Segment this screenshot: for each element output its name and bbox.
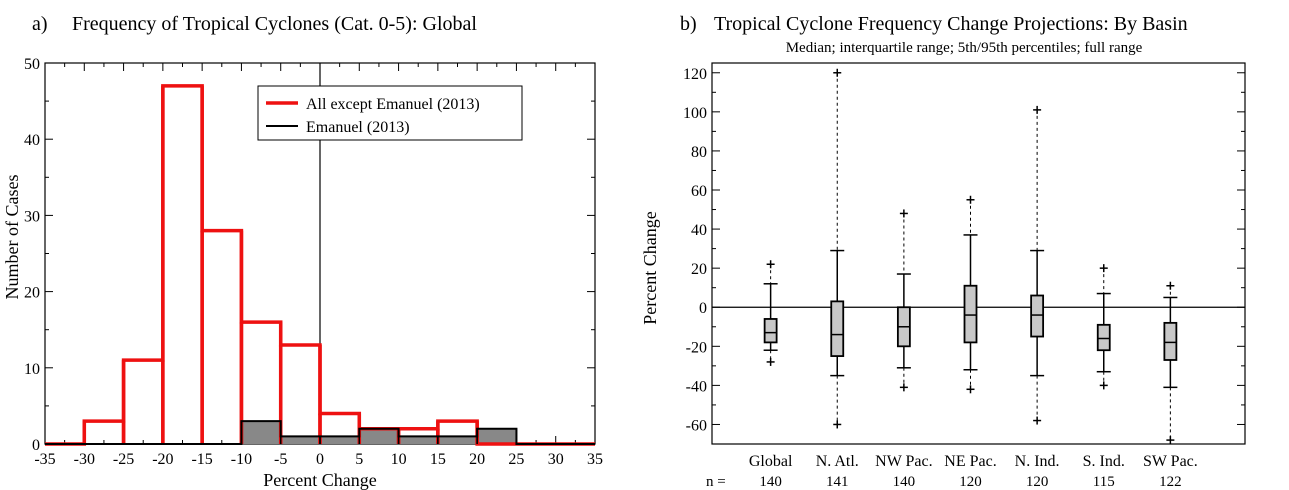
y-tick-label: 20 bbox=[691, 261, 707, 278]
x-tick-label: -35 bbox=[34, 451, 55, 468]
panel-a-xlabel: Percent Change bbox=[263, 470, 376, 490]
iqr-box bbox=[963, 284, 978, 344]
emanuel-bar bbox=[437, 436, 478, 444]
n-value: 141 bbox=[826, 474, 849, 490]
panel-b-title: Tropical Cyclone Frequency Change Projec… bbox=[714, 13, 1188, 35]
x-tick-label: -30 bbox=[74, 451, 95, 468]
y-tick-label: 0 bbox=[32, 437, 40, 454]
x-tick-label: 20 bbox=[469, 451, 485, 468]
category-label: SW Pac. bbox=[1143, 453, 1198, 470]
x-tick-label: -10 bbox=[231, 451, 252, 468]
panel-b-plot: -60 -40 -20 0 20 40 60 80 100 120 Global 140 N. Atl.… bbox=[683, 62, 1246, 490]
emanuel-bar bbox=[477, 428, 517, 444]
y-tick-label: 0 bbox=[699, 300, 707, 317]
panel-a-ylabel: Number of Cases bbox=[2, 175, 22, 300]
panel-b-ylabel: Percent Change bbox=[640, 211, 660, 324]
y-tick-label: 120 bbox=[683, 66, 707, 83]
iqr-box bbox=[1030, 294, 1045, 338]
x-tick-label: -15 bbox=[191, 451, 212, 468]
iqr-box bbox=[1096, 323, 1111, 352]
y-tick-label: -20 bbox=[686, 339, 707, 356]
n-value: 120 bbox=[959, 474, 982, 490]
iqr-box bbox=[830, 300, 845, 357]
x-tick-label: 5 bbox=[355, 451, 363, 468]
x-tick-label: 15 bbox=[430, 451, 446, 468]
panel-a-label: a) bbox=[32, 13, 48, 35]
n-value: 140 bbox=[759, 474, 782, 490]
emanuel-bar bbox=[398, 436, 438, 444]
x-tick-label: 10 bbox=[391, 451, 407, 468]
legend-label: All except Emanuel (2013) bbox=[306, 96, 480, 113]
x-tick-label: 30 bbox=[548, 451, 564, 468]
x-tick-label: 35 bbox=[587, 451, 603, 468]
category-label: N. Atl. bbox=[816, 453, 859, 470]
y-tick-label: 10 bbox=[24, 361, 40, 378]
category-label: S. Ind. bbox=[1083, 453, 1125, 470]
panel-a-plot: -35 -30 -25 -20 -15 -10 -5 0 5 10 15 20 25 30 35 0 10 20 3… bbox=[24, 56, 603, 468]
panel-a-title: Frequency of Tropical Cyclones (Cat. 0-5… bbox=[72, 13, 477, 35]
y-tick-label: 40 bbox=[691, 222, 707, 239]
emanuel-bar bbox=[280, 436, 320, 444]
n-value: 115 bbox=[1093, 474, 1115, 490]
category-label: NE Pac. bbox=[944, 453, 996, 470]
legend-box bbox=[257, 85, 523, 141]
y-tick-label: 80 bbox=[691, 144, 707, 161]
x-tick-label: 0 bbox=[316, 451, 324, 468]
category-label: NW Pac. bbox=[875, 453, 932, 470]
y-tick-label: -40 bbox=[686, 378, 707, 395]
y-tick-label: 100 bbox=[683, 105, 707, 122]
emanuel-bar bbox=[241, 421, 281, 444]
iqr-box bbox=[763, 318, 778, 344]
plot-frame bbox=[711, 62, 1246, 445]
y-tick-label: 40 bbox=[24, 132, 40, 149]
y-tick-label: 20 bbox=[24, 285, 40, 302]
panel-b-label: b) bbox=[680, 13, 697, 35]
y-tick-label: 50 bbox=[24, 56, 40, 73]
iqr-box bbox=[1163, 321, 1178, 361]
x-tick-label: -25 bbox=[113, 451, 134, 468]
category-label: Global bbox=[749, 453, 793, 470]
panel-a: a) Frequency of Tropical Cyclones (Cat. … bbox=[2, 13, 603, 490]
emanuel-bar bbox=[320, 436, 360, 444]
emanuel-bar bbox=[359, 428, 399, 444]
n-value: 122 bbox=[1159, 474, 1182, 490]
n-value: 120 bbox=[1026, 474, 1049, 490]
x-tick-label: -5 bbox=[274, 451, 287, 468]
legend-label: Emanuel (2013) bbox=[306, 119, 410, 136]
y-tick-label: 30 bbox=[24, 208, 40, 225]
x-tick-label: 25 bbox=[508, 451, 524, 468]
n-value: 140 bbox=[893, 474, 916, 490]
y-tick-label: 60 bbox=[691, 183, 707, 200]
panel-b-subtitle: Median; interquartile range; 5th/95th pe… bbox=[786, 40, 1143, 56]
category-label: N. Ind. bbox=[1015, 453, 1060, 470]
y-tick-label: -60 bbox=[686, 417, 707, 434]
panel-b: b) Tropical Cyclone Frequency Change Pro… bbox=[640, 13, 1246, 490]
x-tick-label: -20 bbox=[152, 451, 173, 468]
panel-b-n-label: n = bbox=[706, 474, 726, 490]
